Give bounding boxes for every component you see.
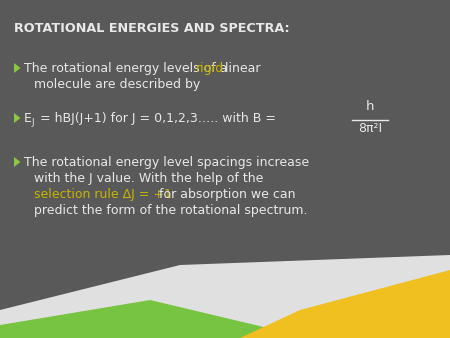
Polygon shape bbox=[240, 270, 450, 338]
Text: 8π²I: 8π²I bbox=[358, 122, 382, 135]
Text: predict the form of the rotational spectrum.: predict the form of the rotational spect… bbox=[34, 204, 307, 217]
Text: E: E bbox=[24, 112, 32, 125]
Text: linear: linear bbox=[221, 62, 261, 75]
Text: ROTATIONAL ENERGIES AND SPECTRA:: ROTATIONAL ENERGIES AND SPECTRA: bbox=[14, 22, 290, 35]
Text: selection rule ΔJ = +1: selection rule ΔJ = +1 bbox=[34, 188, 172, 201]
Polygon shape bbox=[0, 255, 450, 338]
Text: for absorption we can: for absorption we can bbox=[155, 188, 296, 201]
Text: with the J value. With the help of the: with the J value. With the help of the bbox=[34, 172, 263, 185]
Text: The rotational energy levels of a: The rotational energy levels of a bbox=[24, 62, 231, 75]
Text: molecule are described by: molecule are described by bbox=[34, 78, 200, 91]
Polygon shape bbox=[14, 157, 21, 167]
Text: The rotational energy level spacings increase: The rotational energy level spacings inc… bbox=[24, 156, 309, 169]
Text: rigid: rigid bbox=[196, 62, 224, 75]
Polygon shape bbox=[14, 113, 21, 123]
Text: = hBJ(J+1) for J = 0,1,2,3….. with B =: = hBJ(J+1) for J = 0,1,2,3….. with B = bbox=[36, 112, 280, 125]
Text: h: h bbox=[366, 100, 374, 113]
Polygon shape bbox=[14, 63, 21, 73]
Polygon shape bbox=[0, 300, 310, 338]
Text: J: J bbox=[31, 118, 34, 127]
